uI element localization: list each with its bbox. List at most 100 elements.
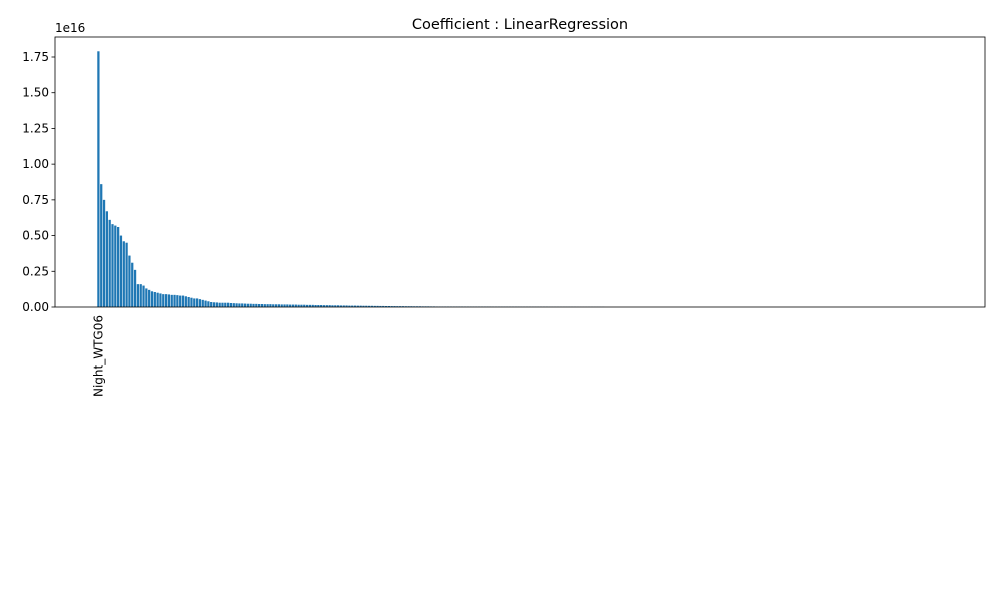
bar xyxy=(280,304,283,307)
bar xyxy=(297,304,300,307)
bar xyxy=(232,303,235,307)
bar xyxy=(396,306,399,307)
bar xyxy=(133,269,137,307)
bar xyxy=(348,305,351,307)
bar xyxy=(210,302,213,307)
bar xyxy=(128,255,131,307)
bar xyxy=(376,305,379,307)
bar xyxy=(201,299,204,307)
bar xyxy=(353,305,357,307)
bar xyxy=(207,301,210,307)
bar xyxy=(105,211,108,307)
bar xyxy=(190,297,193,307)
bar xyxy=(356,305,359,307)
bar xyxy=(241,303,244,307)
bar xyxy=(131,262,134,307)
bar xyxy=(266,304,269,307)
bar xyxy=(229,303,233,307)
plot-frame xyxy=(54,36,986,308)
bar xyxy=(238,303,241,307)
bar xyxy=(102,199,106,307)
bar xyxy=(249,303,252,307)
bar xyxy=(269,304,272,307)
bar xyxy=(294,304,297,307)
y-tick-label: 0.00 xyxy=(22,300,49,314)
bar xyxy=(176,295,179,307)
bar xyxy=(260,304,264,307)
bar xyxy=(136,284,140,307)
chart-title: Coefficient : LinearRegression xyxy=(412,17,628,33)
bar xyxy=(255,303,258,307)
bar xyxy=(114,225,117,307)
bar xyxy=(365,305,368,307)
bar xyxy=(187,297,190,307)
bar xyxy=(243,303,247,307)
bar xyxy=(328,305,331,307)
bar xyxy=(325,305,328,307)
bar xyxy=(125,242,128,307)
bar xyxy=(164,294,168,307)
bar xyxy=(334,305,337,307)
y-tick-label: 1.75 xyxy=(22,50,49,64)
bar xyxy=(167,294,171,307)
bar xyxy=(193,298,196,307)
bar xyxy=(300,304,303,307)
bar xyxy=(331,305,334,307)
bar xyxy=(339,305,343,307)
bar xyxy=(198,299,202,307)
bar xyxy=(235,303,238,307)
bar xyxy=(303,304,306,307)
y-tick-label: 1.25 xyxy=(22,121,49,135)
bar xyxy=(150,291,154,307)
bar xyxy=(336,305,340,307)
bar xyxy=(399,306,402,307)
bar xyxy=(224,302,227,307)
bar xyxy=(139,284,142,307)
bar xyxy=(277,304,281,307)
bar xyxy=(322,305,326,307)
bar xyxy=(345,305,348,307)
bar xyxy=(286,304,289,307)
bar xyxy=(148,289,151,307)
y-tick-label: 1.50 xyxy=(22,86,49,100)
y-tick-label: 1.00 xyxy=(22,157,49,171)
bar xyxy=(393,306,396,307)
bar xyxy=(153,292,156,307)
bar xyxy=(379,305,382,307)
bar xyxy=(221,302,224,307)
y-tick-label: 0.25 xyxy=(22,264,49,278)
bar xyxy=(215,302,218,307)
bar xyxy=(314,305,317,307)
bar xyxy=(351,305,354,307)
bar xyxy=(108,219,111,307)
bar xyxy=(184,296,187,307)
bar xyxy=(111,224,114,307)
bar xyxy=(170,294,173,307)
bar xyxy=(370,305,374,307)
y-tick-label: 0.50 xyxy=(22,229,49,243)
bar xyxy=(373,305,376,307)
bar xyxy=(401,306,405,307)
bar xyxy=(311,304,314,307)
bar xyxy=(142,285,145,307)
bar xyxy=(117,227,120,307)
bar xyxy=(387,306,390,307)
bar xyxy=(212,302,216,307)
bar xyxy=(283,304,286,307)
y-tick-label: 0.75 xyxy=(22,193,49,207)
bar xyxy=(342,305,345,307)
bar xyxy=(119,235,123,307)
bar xyxy=(305,304,309,307)
bar xyxy=(204,300,207,307)
bar xyxy=(263,304,266,307)
bar xyxy=(362,305,365,307)
bar xyxy=(246,303,249,307)
bar xyxy=(258,304,261,307)
bar xyxy=(384,306,388,307)
x-tick-label: Night_WTG06 xyxy=(91,315,105,397)
bar xyxy=(367,305,371,307)
bar xyxy=(226,302,230,307)
bar xyxy=(359,305,362,307)
bar xyxy=(317,305,320,307)
